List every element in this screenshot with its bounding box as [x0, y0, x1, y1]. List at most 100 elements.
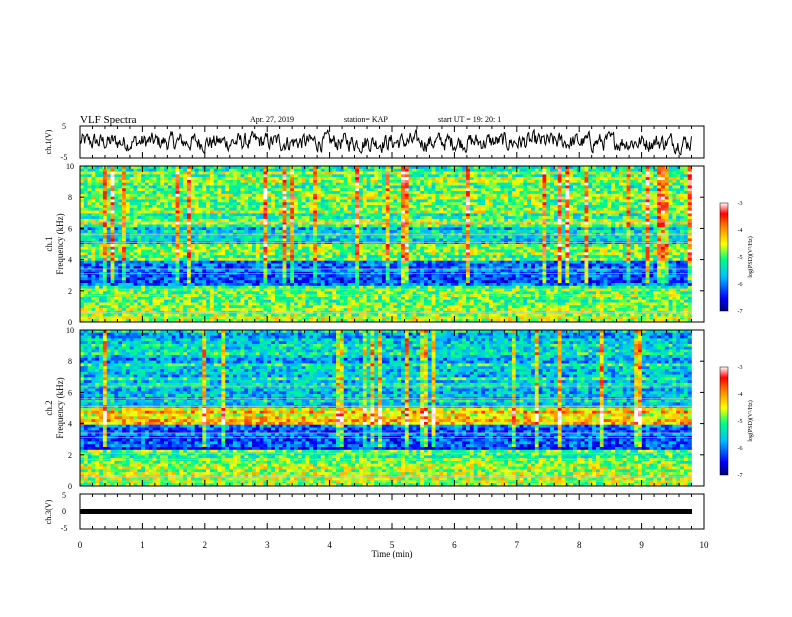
- spectrogram-cell: [642, 236, 646, 239]
- spectrogram-cell: [596, 244, 600, 247]
- spectrogram-cell: [202, 250, 206, 253]
- spectrogram-cell: [542, 211, 546, 214]
- spectrogram-cell: [206, 188, 210, 191]
- spectrogram-cell: [665, 250, 669, 253]
- spectrogram-cell: [241, 180, 245, 183]
- spectrogram-cell: [592, 191, 596, 194]
- spectrogram-cell: [118, 169, 122, 172]
- spectrogram-cell: [573, 194, 577, 197]
- spectrogram-cell: [607, 177, 611, 180]
- spectrogram-cell: [581, 177, 585, 180]
- spectrogram-cell: [206, 236, 210, 239]
- spectrogram-cell: [585, 205, 589, 208]
- spectrogram-cell: [646, 186, 650, 189]
- spectrogram-cell: [367, 197, 371, 200]
- spectrogram-cell: [562, 225, 566, 228]
- spectrogram-cell: [508, 186, 512, 189]
- spectrogram-cell: [493, 211, 497, 214]
- spectrogram-cell: [252, 230, 256, 233]
- spectrogram-cell: [531, 199, 535, 202]
- spectrogram-cell: [676, 180, 680, 183]
- spectrogram-cell: [684, 225, 688, 228]
- spectrogram-cell: [168, 252, 172, 255]
- spectrogram-cell: [164, 197, 168, 200]
- spectrogram-cell: [275, 172, 279, 175]
- spectrogram-cell: [306, 169, 310, 172]
- spectrogram-cell: [447, 208, 451, 211]
- spectrogram-cell: [405, 244, 409, 247]
- spectrogram-cell: [585, 194, 589, 197]
- spectrogram-cell: [283, 191, 287, 194]
- spectrogram-cell: [313, 250, 317, 253]
- spectrogram-cell: [99, 172, 103, 175]
- spectrogram-cell: [233, 247, 237, 250]
- spectrogram-cell: [397, 225, 401, 228]
- spectrogram-cell: [271, 180, 275, 183]
- spectrogram-cell: [80, 208, 84, 211]
- spectrogram-cell: [122, 177, 126, 180]
- spectrogram-cell: [565, 205, 569, 208]
- spectrogram-cell: [179, 183, 183, 186]
- spectrogram-cell: [168, 216, 172, 219]
- spectrogram-cell: [512, 197, 516, 200]
- spectrogram-cell: [516, 186, 520, 189]
- spectrogram-cell: [103, 225, 107, 228]
- spectrogram-cell: [202, 247, 206, 250]
- spectrogram-cell: [275, 188, 279, 191]
- spectrogram-cell: [600, 194, 604, 197]
- spectrogram-cell: [183, 208, 187, 211]
- spectrogram-cell: [573, 236, 577, 239]
- spectrogram-cell: [424, 238, 428, 241]
- spectrogram-cell: [237, 216, 241, 219]
- spectrogram-cell: [252, 169, 256, 172]
- spectrogram-cell: [428, 205, 432, 208]
- spectrogram-cell: [279, 194, 283, 197]
- spectrogram-cell: [248, 177, 252, 180]
- spectrogram-cell: [684, 216, 688, 219]
- spectrogram-cell: [313, 169, 317, 172]
- spectrogram-cell: [225, 180, 229, 183]
- spectrogram-cell: [512, 188, 516, 191]
- spectrogram-cell: [191, 211, 195, 214]
- spectrogram-cell: [149, 227, 153, 230]
- spectrogram-cell: [302, 169, 306, 172]
- spectrogram-cell: [214, 227, 218, 230]
- spectrogram-cell: [592, 250, 596, 253]
- spectrogram-cell: [317, 174, 321, 177]
- spectrogram-cell: [374, 194, 378, 197]
- spectrogram-cell: [600, 188, 604, 191]
- spectrogram-cell: [424, 211, 428, 214]
- spectrogram-cell: [210, 194, 214, 197]
- spectrogram-cell: [649, 183, 653, 186]
- spectrogram-cell: [477, 205, 481, 208]
- spectrogram-cell: [344, 227, 348, 230]
- spectrogram-cell: [386, 199, 390, 202]
- spectrogram-cell: [493, 197, 497, 200]
- spectrogram-cell: [604, 197, 608, 200]
- spectrogram-cell: [355, 208, 359, 211]
- spectrogram-cell: [432, 219, 436, 222]
- spectrogram-cell: [348, 202, 352, 205]
- spectrogram-cell: [359, 172, 363, 175]
- spectrogram-cell: [527, 199, 531, 202]
- spectrogram-cell: [554, 230, 558, 233]
- spectrogram-cell: [393, 174, 397, 177]
- spectrogram-cell: [497, 236, 501, 239]
- spectrogram-cell: [218, 250, 222, 253]
- spectrogram-cell: [340, 194, 344, 197]
- spectrogram-cell: [160, 205, 164, 208]
- spectrogram-cell: [191, 244, 195, 247]
- spectrogram-cell: [286, 194, 290, 197]
- spectrogram-cell: [672, 174, 676, 177]
- spectrogram-cell: [638, 216, 642, 219]
- spectrogram-cell: [107, 219, 111, 222]
- spectrogram-cell: [321, 230, 325, 233]
- spectrogram-cell: [160, 227, 164, 230]
- spectrogram-cell: [332, 199, 336, 202]
- spectrogram-cell: [218, 188, 222, 191]
- spectrogram-cell: [489, 213, 493, 216]
- spectrogram-cell: [267, 191, 271, 194]
- spectrogram-cell: [646, 208, 650, 211]
- spectrogram-cell: [363, 219, 367, 222]
- spectrogram-cell: [497, 169, 501, 172]
